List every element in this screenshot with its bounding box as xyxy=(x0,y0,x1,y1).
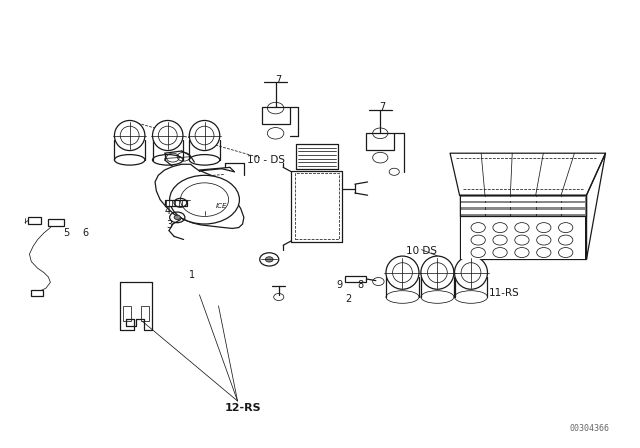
Bar xyxy=(141,306,148,321)
Circle shape xyxy=(515,223,529,233)
Circle shape xyxy=(471,235,485,245)
Bar xyxy=(49,219,64,226)
Bar xyxy=(460,195,586,259)
Text: 2: 2 xyxy=(346,294,351,304)
Bar xyxy=(31,290,44,296)
Text: 6: 6 xyxy=(82,228,88,238)
Text: 1: 1 xyxy=(189,270,195,280)
Bar xyxy=(124,306,131,321)
Bar xyxy=(460,195,586,216)
Bar xyxy=(461,197,584,201)
Text: ICE: ICE xyxy=(216,203,227,209)
Circle shape xyxy=(471,248,485,258)
Text: 4: 4 xyxy=(164,206,171,216)
Text: 7: 7 xyxy=(276,75,282,85)
Circle shape xyxy=(493,235,508,245)
Bar xyxy=(461,215,585,258)
Circle shape xyxy=(493,223,508,233)
Ellipse shape xyxy=(152,121,183,151)
Circle shape xyxy=(170,175,239,224)
Circle shape xyxy=(515,235,529,245)
Text: 5: 5 xyxy=(63,228,69,238)
Circle shape xyxy=(471,223,485,233)
Circle shape xyxy=(559,223,573,233)
Text: 12-RS: 12-RS xyxy=(224,403,261,413)
Circle shape xyxy=(559,235,573,245)
Ellipse shape xyxy=(454,256,488,289)
Ellipse shape xyxy=(421,256,454,289)
Circle shape xyxy=(559,248,573,258)
Bar xyxy=(346,276,365,281)
Circle shape xyxy=(515,248,529,258)
Circle shape xyxy=(493,248,508,258)
Bar xyxy=(262,107,289,125)
Circle shape xyxy=(537,235,551,245)
Circle shape xyxy=(537,248,551,258)
Bar xyxy=(28,217,41,224)
Text: 7: 7 xyxy=(379,102,385,112)
Circle shape xyxy=(174,215,180,220)
Text: 8: 8 xyxy=(357,280,363,289)
Circle shape xyxy=(537,223,551,233)
Bar xyxy=(366,133,394,150)
Circle shape xyxy=(266,257,273,262)
Ellipse shape xyxy=(115,121,145,151)
Bar xyxy=(164,200,187,206)
Text: 10 DS: 10 DS xyxy=(406,246,437,255)
Bar xyxy=(461,210,584,214)
Text: 9: 9 xyxy=(336,280,342,289)
Text: 10 - DS: 10 - DS xyxy=(247,155,285,165)
Bar xyxy=(461,203,584,207)
Ellipse shape xyxy=(189,121,220,151)
Text: 3: 3 xyxy=(166,220,172,230)
Text: 00304366: 00304366 xyxy=(570,424,610,433)
Ellipse shape xyxy=(386,256,419,289)
Text: 11-RS: 11-RS xyxy=(488,288,520,297)
